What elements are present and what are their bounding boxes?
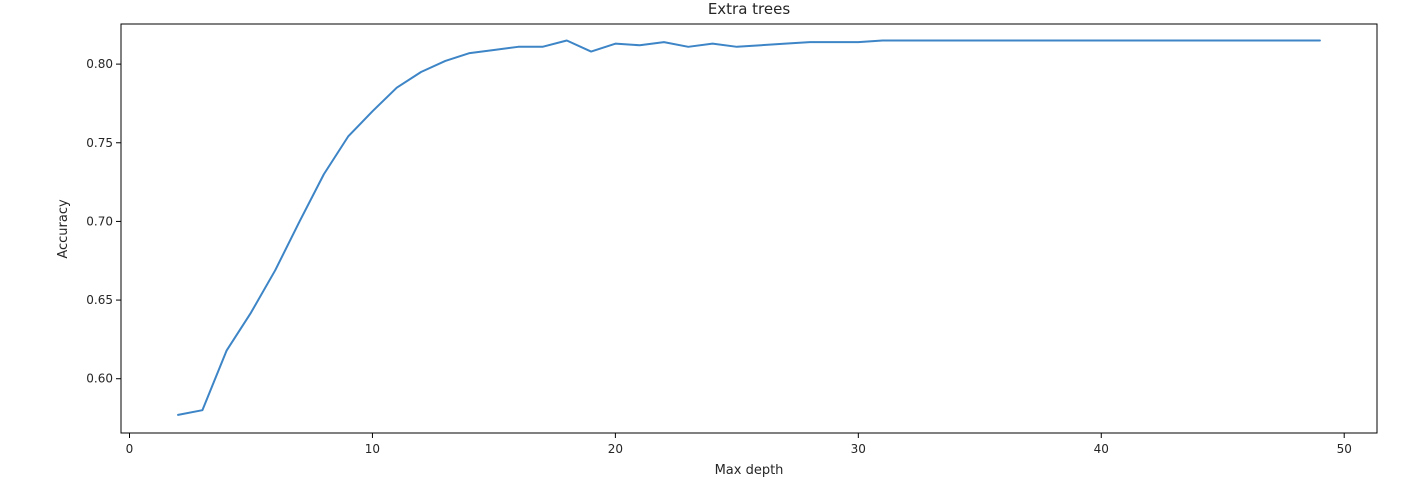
x-tick-label: 40 (1094, 442, 1109, 456)
chart-title: Extra trees (708, 0, 791, 18)
x-tick-label: 0 (126, 442, 134, 456)
y-tick-label: 0.60 (86, 372, 113, 386)
x-tick-label: 30 (851, 442, 866, 456)
y-tick-label: 0.75 (86, 136, 113, 150)
x-tick-label: 20 (608, 442, 623, 456)
plot-frame (120, 23, 1378, 434)
y-tick-label: 0.65 (86, 293, 113, 307)
y-axis-label: Accuracy (56, 199, 71, 259)
x-tick-label: 50 (1337, 442, 1352, 456)
y-tick-label: 0.70 (86, 214, 113, 228)
x-tick-label: 10 (365, 442, 380, 456)
accuracy-series-line (177, 39, 1321, 416)
x-axis-label: Max depth (715, 463, 784, 478)
y-tick-label: 0.80 (86, 57, 113, 71)
x-axis: 0 10 20 30 40 50 (126, 433, 1352, 456)
y-axis: 0.60 0.65 0.70 0.75 0.80 (86, 57, 121, 386)
